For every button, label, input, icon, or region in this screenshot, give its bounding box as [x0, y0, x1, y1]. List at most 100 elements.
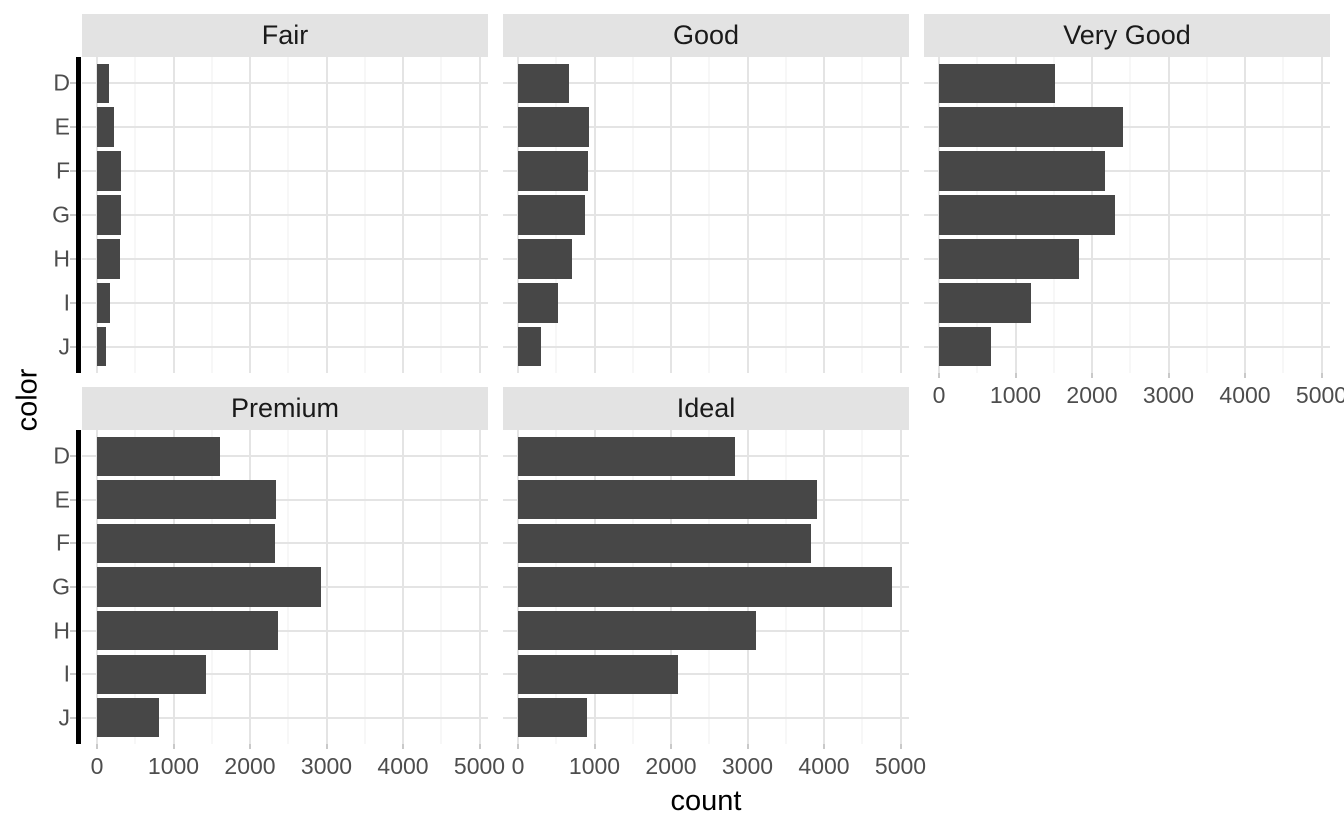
y-tick-label-H: H: [53, 617, 70, 644]
x-tick-label-3000: 3000: [721, 753, 774, 779]
bar-fair-E: [97, 107, 115, 147]
bar-fair-D: [97, 63, 110, 104]
y-tick-label-D: D: [53, 442, 70, 469]
gridline-y-major: [924, 82, 1330, 85]
gridline-y-major: [82, 629, 488, 632]
y-axis-line: [76, 57, 81, 373]
x-tick-mark: [517, 744, 519, 749]
bar-fair-F: [97, 151, 121, 191]
x-tick-mark: [96, 744, 98, 749]
bar-good-G: [518, 195, 585, 235]
facet-panel-very-good: [924, 57, 1330, 373]
x-tick-label-1000: 1000: [989, 382, 1042, 408]
bar-premium-I: [97, 654, 207, 694]
y-tick-mark: [70, 257, 76, 260]
y-tick-mark: [70, 170, 76, 173]
x-tick-label-5000: 5000: [874, 753, 927, 779]
gridline-y-major: [82, 257, 488, 260]
y-tick-mark: [70, 126, 76, 129]
bar-fair-J: [97, 326, 107, 367]
y-tick-label-G: G: [52, 573, 70, 600]
gridline-y-major: [82, 301, 488, 304]
gridline-y-major: [82, 498, 488, 501]
x-tick-mark: [249, 744, 251, 749]
bar-good-H: [518, 239, 572, 279]
y-tick-label-F: F: [55, 157, 70, 184]
x-tick-mark: [746, 744, 749, 749]
facet-strip-label-premium: Premium: [230, 393, 339, 423]
gridline-y-major: [924, 214, 1330, 216]
x-tick-label-4000: 4000: [798, 753, 850, 779]
facet-panel-premium: [82, 430, 488, 744]
y-axis-line: [76, 430, 81, 744]
bar-very-good-G: [939, 195, 1115, 235]
bar-fair-G: [97, 195, 122, 235]
facet-panel-good: [503, 57, 909, 373]
facet-panel-fair: [82, 57, 488, 373]
x-tick-label-0: 0: [932, 382, 946, 408]
x-tick-mark: [899, 744, 902, 749]
gridline-y-major: [82, 345, 488, 348]
bar-very-good-H: [939, 239, 1079, 279]
bar-good-D: [518, 63, 569, 104]
y-tick-label-J: J: [58, 333, 71, 360]
facet-very-good: Very Good 0 1000 2000 3000 4000 5000: [924, 14, 1344, 407]
y-tick-label-E: E: [54, 113, 70, 140]
bar-ideal-H: [518, 610, 757, 651]
bar-very-good-I: [939, 283, 1032, 323]
x-tick-mark: [593, 744, 596, 749]
y-tick-mark: [70, 301, 76, 304]
bar-very-good-F: [939, 151, 1105, 191]
bar-very-good-D: [939, 63, 1055, 104]
gridline-y-major: [82, 214, 488, 216]
facet-premium: Premium J I H G F E D 0 1000 2000 3000 4000 5000: [52, 387, 505, 778]
y-tick-mark: [70, 586, 76, 588]
bar-ideal-F: [518, 523, 811, 563]
bar-fair-H: [97, 239, 121, 279]
x-tick-label-4000: 4000: [1219, 382, 1271, 408]
bar-premium-H: [97, 610, 278, 651]
bar-premium-F: [97, 523, 276, 563]
gridline-y-major: [924, 257, 1330, 260]
y-tick-label-J: J: [58, 704, 71, 731]
y-tick-mark: [70, 542, 76, 545]
bar-premium-G: [97, 567, 321, 607]
gridline-y-major: [503, 673, 909, 676]
facet-fair: Fair J I H G F E D: [52, 14, 488, 373]
x-tick-label-1000: 1000: [147, 753, 200, 779]
facet-strip-premium: Premium: [82, 387, 488, 430]
y-tick-mark: [70, 455, 76, 458]
gridline-y-major: [924, 126, 1330, 129]
bar-good-I: [518, 283, 558, 323]
facet-strip-ideal: Ideal: [503, 387, 909, 430]
y-tick-mark: [70, 673, 76, 676]
bar-fair-I: [97, 283, 111, 323]
x-tick-mark: [1167, 373, 1170, 378]
bar-good-J: [518, 326, 542, 367]
facet-strip-label-ideal: Ideal: [676, 393, 736, 423]
y-tick-label-I: I: [63, 289, 70, 316]
bar-premium-E: [97, 480, 276, 520]
y-tick-mark: [70, 82, 76, 85]
x-tick-label-2000: 2000: [224, 753, 276, 779]
bar-ideal-D: [518, 436, 735, 476]
x-tick-mark: [1014, 373, 1017, 378]
x-tick-mark: [172, 744, 175, 749]
bar-ideal-G: [518, 567, 892, 607]
facet-strip-label-very-good: Very Good: [1063, 20, 1191, 50]
facet-strip-label-good: Good: [672, 20, 740, 50]
bar-premium-D: [97, 436, 220, 476]
x-tick-label-3000: 3000: [300, 753, 353, 779]
gridline-y-major: [503, 716, 909, 719]
x-tick-label-1000: 1000: [568, 753, 621, 779]
y-tick-label-H: H: [53, 245, 70, 272]
x-tick-label-3000: 3000: [1142, 382, 1195, 408]
y-tick-mark: [70, 214, 76, 216]
x-tick-mark: [670, 744, 672, 749]
x-tick-label-0: 0: [90, 753, 104, 779]
x-tick-mark: [938, 373, 940, 378]
bar-good-F: [518, 151, 588, 191]
facet-strip-very-good: Very Good: [924, 14, 1330, 57]
x-tick-label-5000: 5000: [453, 753, 506, 779]
